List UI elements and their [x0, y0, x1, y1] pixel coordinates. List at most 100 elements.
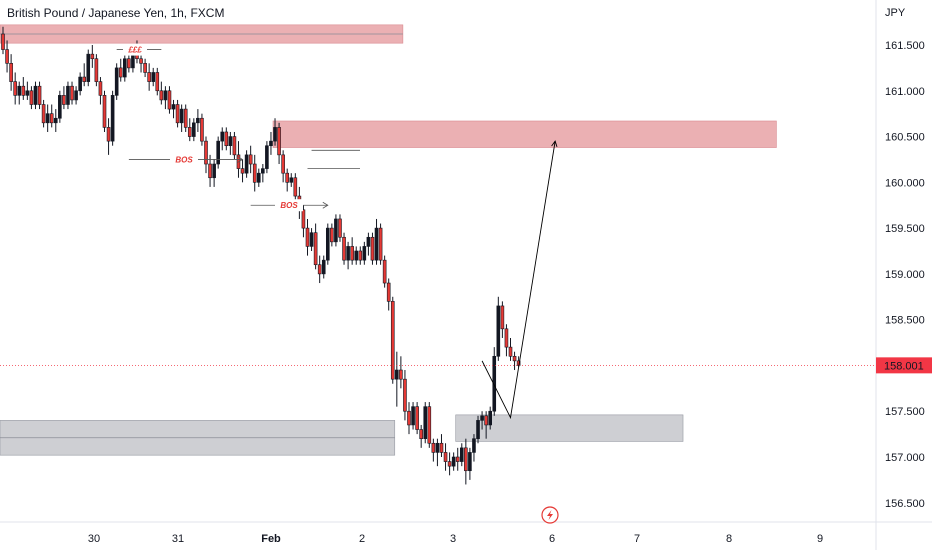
candles-layer	[0, 26, 876, 485]
candle	[37, 81, 42, 110]
candle	[468, 447, 472, 480]
chart-title: British Pound / Japanese Yen, 1h, FXCM	[7, 6, 225, 20]
projection-path	[481, 141, 556, 420]
candle	[269, 131, 273, 155]
candle	[366, 232, 371, 256]
currency-label: JPY	[885, 7, 906, 19]
candle	[151, 67, 156, 87]
candle	[346, 241, 350, 270]
candle	[411, 402, 415, 430]
candle	[53, 109, 58, 132]
candle	[476, 415, 480, 444]
candle	[378, 223, 383, 265]
candle	[403, 370, 407, 421]
bos-label-2: BOS	[280, 201, 298, 210]
annotations-layer: BOS BOS £££	[116, 43, 558, 420]
candle	[1, 26, 5, 55]
candle	[285, 168, 290, 192]
candle	[289, 173, 294, 187]
candle	[155, 67, 160, 96]
candle	[427, 402, 432, 448]
candle	[338, 214, 342, 242]
candle	[358, 246, 363, 265]
time-tick-label: 31	[172, 533, 184, 545]
candle	[78, 72, 82, 96]
candle	[118, 58, 123, 82]
candle	[431, 438, 436, 462]
candle	[187, 118, 192, 142]
bos-arrow-2	[322, 201, 329, 209]
candle	[252, 154, 257, 192]
candle	[86, 49, 91, 87]
candle	[480, 411, 484, 430]
candle	[114, 63, 119, 100]
price-tick-label: 157.000	[885, 452, 925, 464]
price-tick-label: 157.500	[885, 406, 925, 418]
candle	[459, 443, 464, 467]
candle	[58, 90, 62, 123]
candle	[45, 104, 50, 132]
zones-layer	[0, 24, 777, 456]
price-axis: 161.500 161.000 160.500 160.000 159.500 159.0…	[885, 40, 925, 510]
price-tick-label: 159.500	[885, 223, 925, 235]
lightning-icon[interactable]	[541, 506, 559, 524]
candle	[504, 324, 509, 357]
candle	[94, 54, 99, 87]
candle	[74, 86, 78, 105]
candle	[447, 452, 452, 476]
candle	[277, 122, 281, 165]
candle	[382, 255, 387, 288]
candle	[512, 351, 517, 371]
time-tick-label: 8	[726, 533, 732, 545]
candle	[492, 347, 497, 416]
time-axis: 30 31 Feb 2 3 6 7 8 9	[88, 533, 823, 545]
candle	[362, 241, 367, 265]
candle	[407, 402, 411, 435]
supply-zone	[272, 120, 777, 148]
liquidity-label: £££	[127, 46, 142, 55]
candle	[354, 246, 359, 265]
candle	[508, 337, 513, 361]
candle	[216, 136, 220, 169]
candle	[33, 81, 38, 110]
candle	[90, 45, 95, 68]
candle	[305, 218, 310, 256]
candle	[159, 81, 164, 105]
candle	[317, 255, 322, 284]
candle	[25, 81, 30, 100]
candle	[98, 77, 103, 105]
bos-arrow-1	[237, 156, 244, 163]
bos-label-1: BOS	[175, 155, 193, 164]
candle	[240, 159, 245, 183]
candle	[330, 223, 334, 247]
candle	[196, 109, 200, 132]
time-tick-label: Feb	[261, 533, 281, 545]
candle	[370, 232, 375, 265]
candle	[183, 104, 188, 132]
price-tick-label: 158.500	[885, 315, 925, 327]
candle	[350, 237, 354, 265]
candle	[220, 127, 225, 151]
candle	[443, 443, 448, 471]
candle	[224, 127, 229, 151]
last-price-value: 158.001	[884, 360, 924, 372]
last-price-box	[876, 357, 932, 374]
candle	[472, 434, 476, 462]
candle	[309, 228, 314, 251]
price-tick-label: 160.000	[885, 177, 925, 189]
candle	[21, 77, 26, 100]
time-tick-label: 3	[450, 533, 456, 545]
candle	[66, 81, 70, 110]
candle	[49, 104, 54, 128]
candle	[212, 159, 216, 187]
candle	[163, 86, 168, 110]
candle	[390, 296, 395, 384]
candle	[82, 63, 86, 87]
candle	[41, 99, 46, 128]
candle	[313, 223, 318, 270]
time-tick-label: 30	[88, 533, 100, 545]
candle	[301, 205, 306, 238]
candle	[70, 81, 74, 105]
candle	[204, 136, 208, 174]
